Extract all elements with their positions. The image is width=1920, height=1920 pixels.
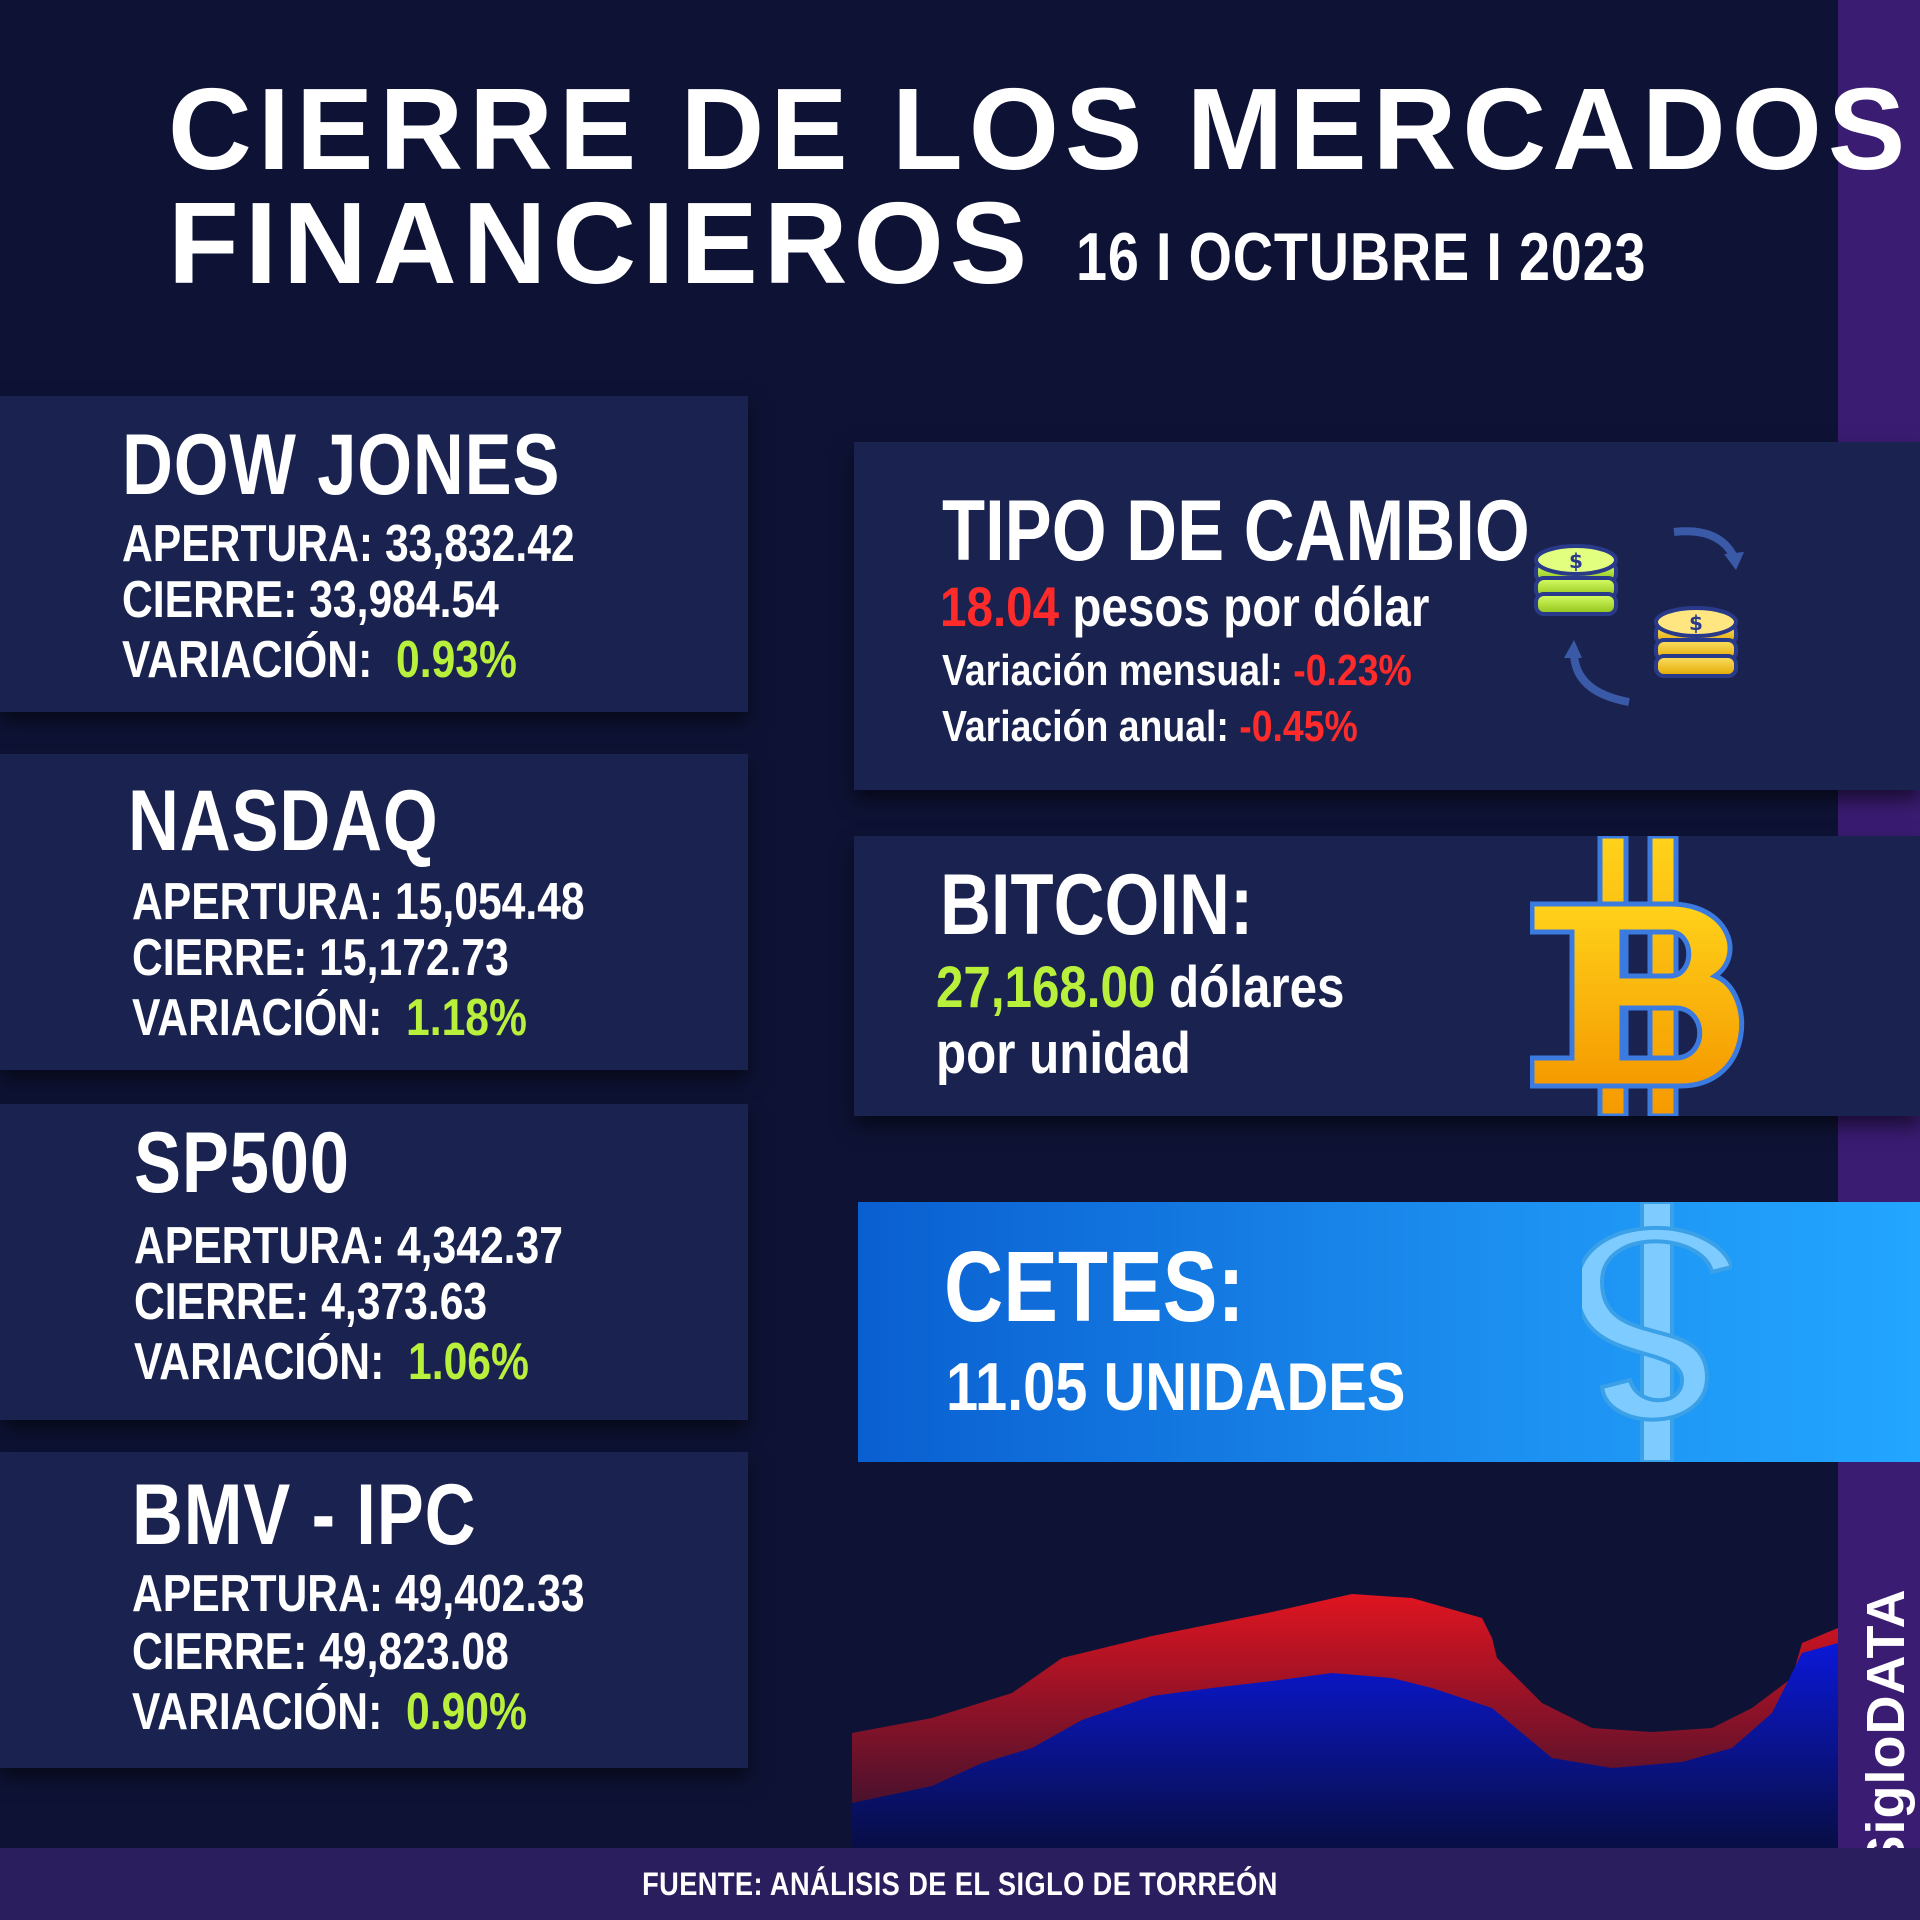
index-card-bmv-ipc: BMV - IPC APERTURA: 49,402.33 CIERRE: 49… bbox=[0, 1452, 748, 1768]
date-label: 16 I OCTUBRE I 2023 bbox=[1076, 219, 1647, 295]
title-line-1: CIERRE DE LOS MERCADOS bbox=[168, 64, 1912, 194]
brand-label: SigloDATA bbox=[1856, 1588, 1916, 1872]
variacion-mensual-row: Variación mensual: -0.23% bbox=[942, 646, 1412, 695]
page-title: CIERRE DE LOS MERCADOS FINANCIEROS bbox=[168, 64, 1912, 308]
apertura-row: APERTURA: 33,832.42 bbox=[122, 515, 575, 573]
variacion-row: VARIACIÓN: 0.93% bbox=[122, 631, 517, 689]
apertura-row: APERTURA: 49,402.33 bbox=[132, 1565, 585, 1623]
variacion-anual-row: Variación anual: -0.45% bbox=[942, 702, 1358, 751]
bitcoin-value-row: 27,168.00 dólares bbox=[936, 955, 1345, 1020]
variacion-row: VARIACIÓN: 1.06% bbox=[134, 1333, 529, 1391]
svg-text:$: $ bbox=[1569, 549, 1583, 573]
bitcoin-title: BITCOIN: bbox=[940, 857, 1254, 953]
cierre-row: CIERRE: 49,823.08 bbox=[132, 1623, 509, 1681]
index-name: NASDAQ bbox=[128, 773, 439, 869]
tipo-cambio-card: TIPO DE CAMBIO 18.04 pesos por dólar Var… bbox=[854, 442, 1920, 790]
cetes-card: CETES: 11.05 UNIDADES bbox=[858, 1202, 1920, 1462]
tipo-cambio-title: TIPO DE CAMBIO bbox=[942, 483, 1530, 579]
variacion-row: VARIACIÓN: 0.90% bbox=[132, 1683, 527, 1741]
cierre-row: CIERRE: 4,373.63 bbox=[134, 1273, 488, 1331]
index-name: SP500 bbox=[134, 1115, 350, 1211]
index-name: DOW JONES bbox=[122, 417, 561, 513]
index-name: BMV - IPC bbox=[132, 1467, 477, 1563]
apertura-row: APERTURA: 15,054.48 bbox=[132, 873, 585, 931]
bitcoin-unit-row: por unidad bbox=[936, 1021, 1191, 1086]
footer-source: FUENTE: ANÁLISIS DE EL SIGLO DE TORREÓN bbox=[0, 1848, 1920, 1920]
tipo-cambio-value-row: 18.04 pesos por dólar bbox=[940, 575, 1430, 638]
svg-text:$: $ bbox=[1689, 611, 1703, 635]
index-card-sp500: SP500 APERTURA: 4,342.37 CIERRE: 4,373.6… bbox=[0, 1104, 748, 1420]
decorative-area-chart bbox=[852, 1594, 1838, 1848]
title-line-2: FINANCIEROS bbox=[168, 178, 1034, 308]
cierre-row: CIERRE: 15,172.73 bbox=[132, 929, 509, 987]
dollar-icon bbox=[1582, 1202, 1732, 1462]
cierre-row: CIERRE: 33,984.54 bbox=[122, 571, 499, 629]
apertura-row: APERTURA: 4,342.37 bbox=[134, 1217, 563, 1275]
variacion-row: VARIACIÓN: 1.18% bbox=[132, 989, 527, 1047]
cetes-value: 11.05 UNIDADES bbox=[946, 1349, 1406, 1425]
cetes-title: CETES: bbox=[944, 1231, 1245, 1343]
index-card-nasdaq: NASDAQ APERTURA: 15,054.48 CIERRE: 15,17… bbox=[0, 754, 748, 1070]
bitcoin-card: BITCOIN: 27,168.00 dólares por unidad bbox=[854, 836, 1920, 1116]
index-card-dow-jones: DOW JONES APERTURA: 33,832.42 CIERRE: 33… bbox=[0, 396, 748, 712]
bitcoin-icon bbox=[1530, 836, 1745, 1116]
coins-exchange-icon: $ $ bbox=[1534, 527, 1744, 706]
